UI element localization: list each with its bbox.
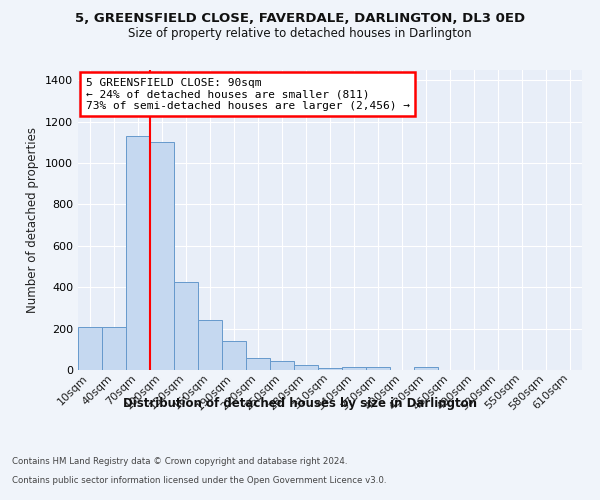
Bar (78, 326, 102, 370)
Text: Contains HM Land Registry data © Crown copyright and database right 2024.: Contains HM Land Registry data © Crown c… (12, 458, 347, 466)
Bar (222, 341, 246, 370)
Y-axis label: Number of detached properties: Number of detached properties (26, 127, 40, 313)
Text: Contains public sector information licensed under the Open Government Licence v3: Contains public sector information licen… (12, 476, 386, 485)
Bar (270, 360, 294, 370)
Bar (102, 326, 126, 370)
Bar (414, 367, 438, 370)
Bar (294, 366, 318, 370)
Text: 5, GREENSFIELD CLOSE, FAVERDALE, DARLINGTON, DL3 0ED: 5, GREENSFIELD CLOSE, FAVERDALE, DARLING… (75, 12, 525, 26)
Bar (126, 136, 150, 370)
Bar (366, 367, 390, 370)
Bar (198, 320, 222, 370)
Text: Size of property relative to detached houses in Darlington: Size of property relative to detached ho… (128, 28, 472, 40)
Bar (150, 142, 174, 370)
Text: Distribution of detached houses by size in Darlington: Distribution of detached houses by size … (123, 398, 477, 410)
Bar (246, 358, 270, 370)
Bar (174, 282, 198, 370)
Bar (342, 367, 366, 370)
Text: 5 GREENSFIELD CLOSE: 90sqm
← 24% of detached houses are smaller (811)
73% of sem: 5 GREENSFIELD CLOSE: 90sqm ← 24% of deta… (86, 78, 410, 110)
Bar (318, 368, 342, 370)
